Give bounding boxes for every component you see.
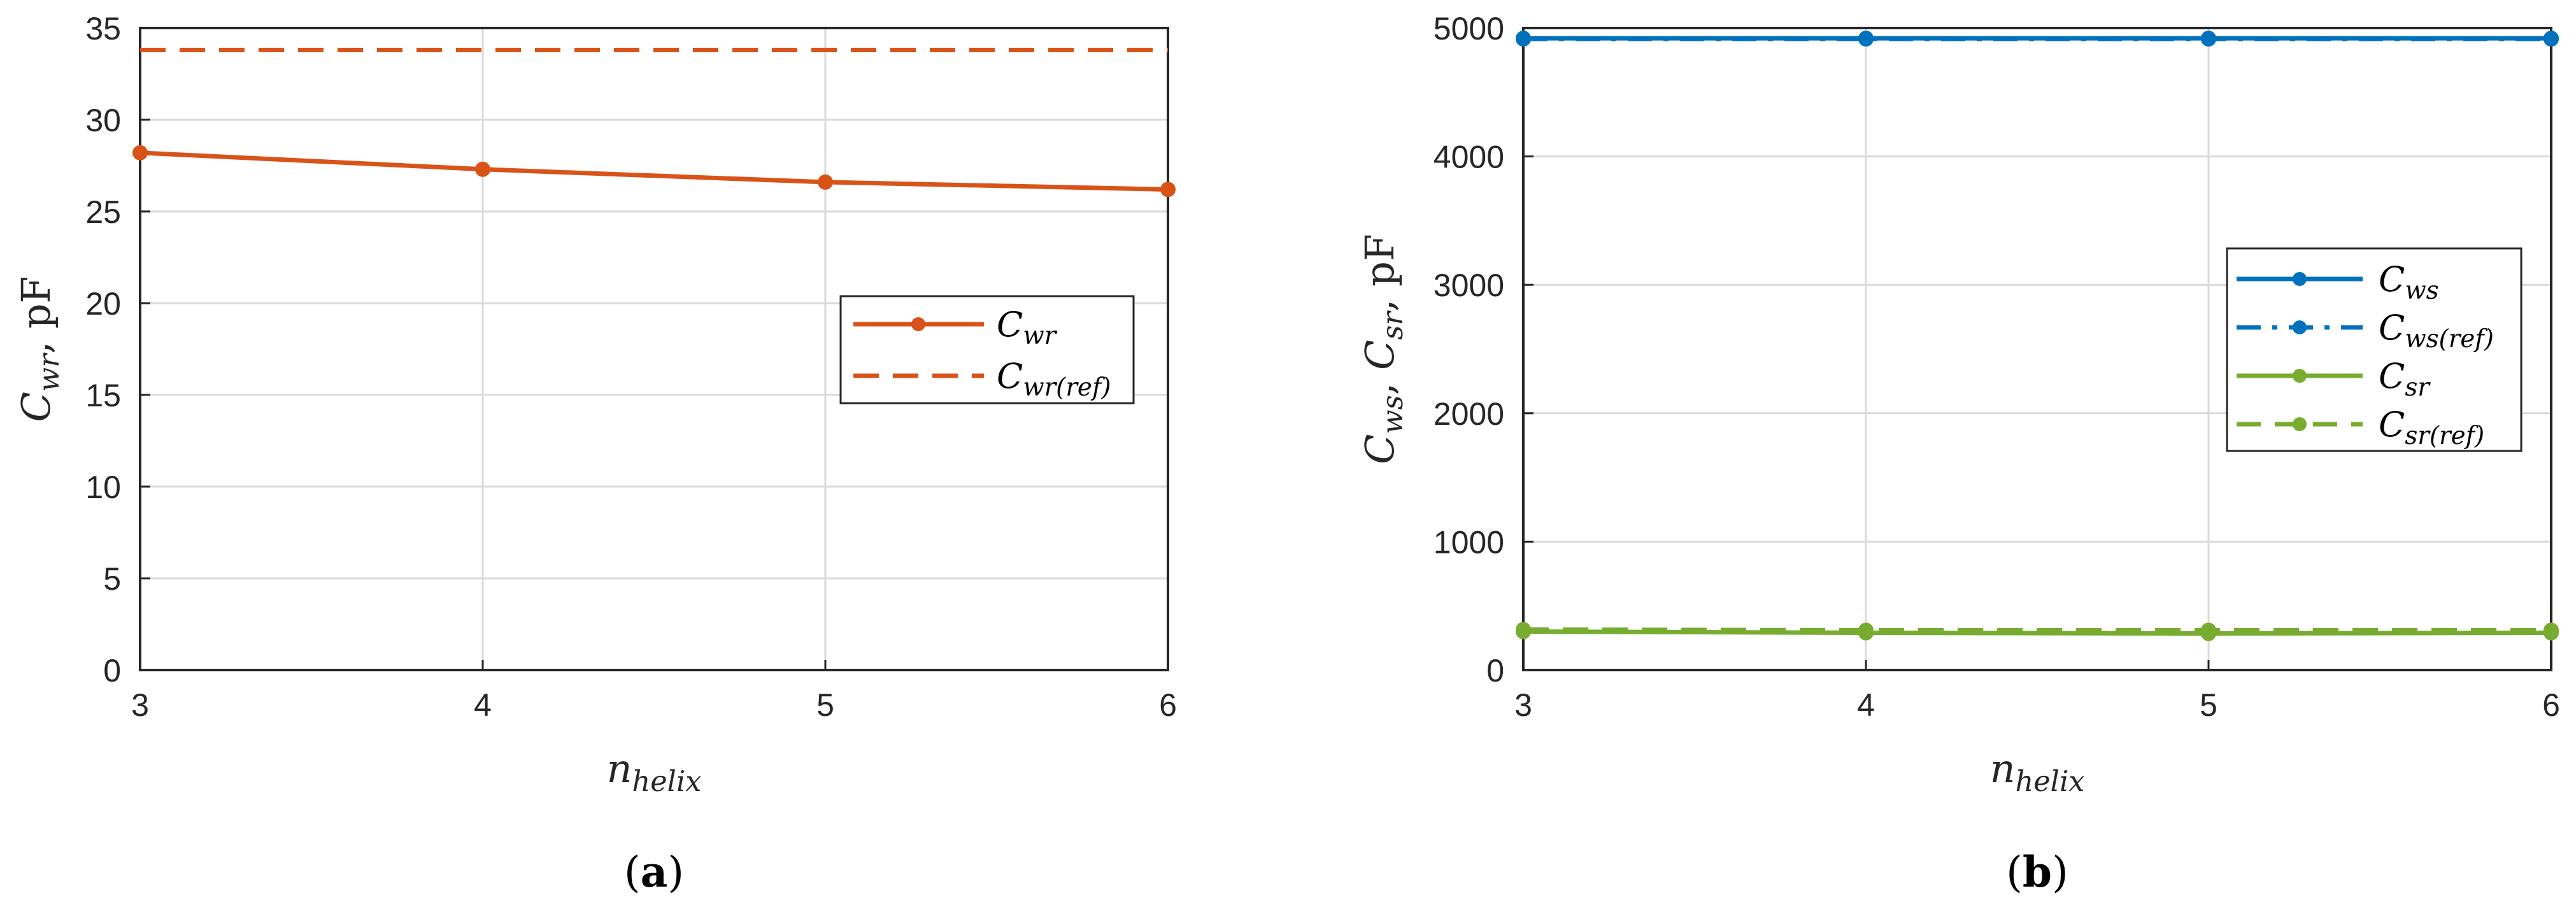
chart-b-legend-entry-2: Csr — [2237, 356, 2431, 402]
b-series-3-point-2 — [2201, 622, 2216, 638]
chart-a-y-axis-label: Cwr, pF — [13, 276, 66, 422]
chart-a-grid — [140, 28, 1168, 670]
b-ytick-label-2: 2000 — [1434, 396, 1504, 432]
b-series-2-line — [1523, 629, 2552, 636]
a-ytick-label-6: 30 — [85, 103, 121, 138]
chart-b-legend-label-1: Cws(ref) — [2379, 308, 2494, 354]
chart-b-x-axis-label: nhelix — [1990, 745, 2085, 798]
a-series-0-line — [139, 150, 1169, 192]
a-xtick-label-1: 4 — [474, 687, 492, 723]
b-ytick-label-0: 0 — [1486, 653, 1504, 689]
chart-b-series — [1516, 31, 2559, 641]
b-xtick-label-1: 4 — [1857, 687, 1875, 723]
chart-b-legend-marker-1 — [2293, 320, 2307, 334]
caption-a: (a) — [624, 847, 684, 897]
chart-a-series — [132, 48, 1176, 197]
chart-a-x-axis-label: nhelix — [607, 745, 702, 798]
chart-b-xticks: 3 4 5 6 — [1514, 660, 2560, 723]
a-ytick-label-7: 35 — [85, 11, 121, 46]
a-ytick-label-4: 20 — [85, 286, 121, 322]
a-xtick-label-3: 6 — [1159, 687, 1177, 723]
a-ytick-label-0: 0 — [103, 653, 121, 689]
a-ytick-label-2: 10 — [85, 469, 121, 505]
a-ytick-label-3: 15 — [85, 378, 121, 413]
chart-a-legend-entry-1: Cwr(ref) — [853, 356, 1111, 402]
b-series-1-point-2 — [2201, 31, 2216, 47]
a-series-0-point-3 — [1160, 182, 1176, 197]
a-series-0-point-2 — [818, 174, 833, 190]
b-series-3-point-1 — [1858, 622, 1874, 638]
a-ytick-label-1: 5 — [103, 561, 121, 597]
chart-a-xticks: 3 4 5 6 — [131, 660, 1177, 723]
a-series-0-point-1 — [475, 161, 490, 177]
b-xtick-label-3: 6 — [2542, 687, 2560, 723]
chart-b-legend: Cws Cws(ref) Csr Csr(ref) — [2226, 247, 2523, 452]
chart-b: 3 4 5 6 0 1000 2000 3000 4000 5000 nhelix Cws, C… — [1356, 11, 2560, 897]
b-ytick-label-4: 4000 — [1434, 139, 1504, 175]
chart-a-legend-entry-0: Cwr — [853, 304, 1058, 350]
chart-b-legend-box — [2226, 247, 2523, 452]
b-series-1-point-0 — [1516, 31, 1531, 47]
chart-b-legend-marker-3 — [2293, 417, 2307, 431]
b-series-1-point-1 — [1858, 31, 1874, 47]
b-series-1-point-3 — [2544, 31, 2559, 47]
chart-b-legend-marker-2 — [2293, 369, 2307, 383]
chart-b-y-axis-label: Cws, Csr, pF — [1356, 234, 1409, 464]
chart-b-yticks: 0 1000 2000 3000 4000 5000 — [1434, 11, 1534, 689]
b-xtick-label-2: 5 — [2200, 687, 2217, 723]
chart-a-legend-label-0: Cwr — [997, 304, 1058, 350]
chart-a-yticks: 0 5 10 15 20 25 30 35 — [85, 11, 150, 689]
chart-b-legend-entry-0: Cws — [2237, 259, 2439, 305]
b-series-3-point-0 — [1516, 622, 1531, 638]
chart-b-legend-label-0: Cws — [2379, 259, 2439, 305]
b-series-3-line — [1523, 627, 2551, 633]
b-xtick-label-0: 3 — [1514, 687, 1532, 723]
chart-a: 3 4 5 6 0 5 10 15 20 25 30 35 nhelix Cwr, pF Cwr C… — [13, 11, 1177, 897]
b-ytick-label-5: 5000 — [1434, 11, 1504, 46]
chart-b-legend-label-3: Csr(ref) — [2379, 404, 2484, 450]
chart-b-plot-frame — [1522, 27, 2552, 671]
chart-a-plot-frame — [139, 27, 1169, 671]
b-ytick-label-1: 1000 — [1434, 524, 1504, 560]
b-ytick-label-3: 3000 — [1434, 268, 1504, 303]
chart-b-legend-entry-3: Csr(ref) — [2237, 404, 2484, 450]
b-series-3-point-3 — [2544, 622, 2559, 638]
a-xtick-label-0: 3 — [131, 687, 149, 723]
chart-a-legend-box — [839, 295, 1135, 404]
chart-a-legend: Cwr Cwr(ref) — [839, 295, 1135, 404]
a-series-0-point-0 — [132, 145, 148, 161]
caption-b: (b) — [2006, 847, 2068, 897]
chart-b-legend-entry-1: Cws(ref) — [2237, 308, 2494, 354]
chart-a-legend-label-1: Cwr(ref) — [997, 356, 1111, 402]
chart-a-legend-marker-0 — [911, 317, 925, 331]
a-ytick-label-5: 25 — [85, 194, 121, 230]
a-xtick-label-2: 5 — [816, 687, 834, 723]
chart-b-legend-marker-0 — [2293, 272, 2307, 286]
chart-b-legend-label-2: Csr — [2379, 356, 2431, 402]
